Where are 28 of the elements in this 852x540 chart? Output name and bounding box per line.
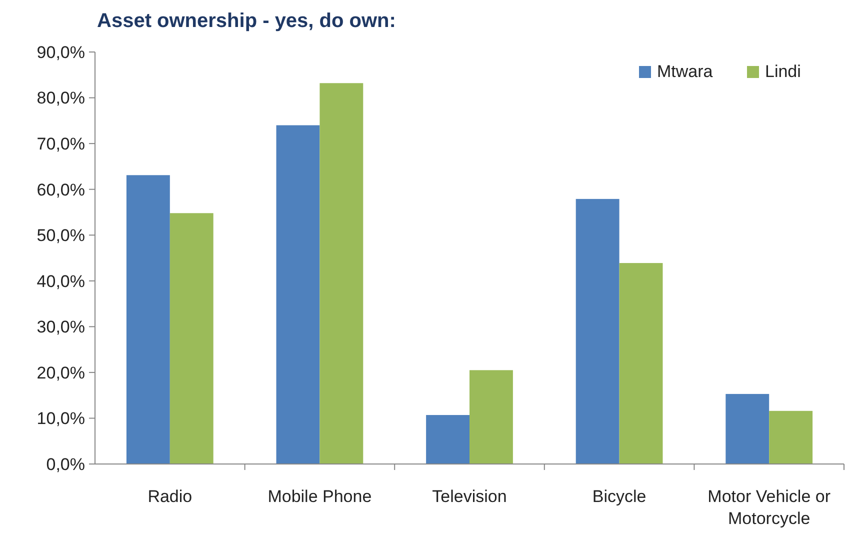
bar [320,83,364,464]
y-tick-label: 40,0% [36,272,85,291]
bar [726,394,770,464]
y-tick-label: 80,0% [36,88,85,108]
legend-label: Mtwara [657,62,714,81]
y-tick-label: 90,0% [36,42,85,62]
x-tick-label: Motor Vehicle or Motorcycle [708,487,831,528]
x-tick-label: Radio [148,487,192,506]
bar [769,410,813,464]
bar [126,175,170,464]
bar [576,198,620,464]
x-tick-label: Bicycle [592,487,646,506]
y-tick-label: 50,0% [36,226,85,246]
x-tick-label: Mobile Phone [268,487,372,506]
x-tick-label: Television [432,487,507,506]
y-tick-label: 10,0% [36,409,85,428]
bar [470,370,513,464]
y-tick-label: 0,0% [46,454,85,474]
y-tick-label: 30,0% [36,318,85,337]
chart-title: Asset ownership - yes, do own: [97,10,396,32]
bar [170,213,214,464]
legend-label: Lindi [765,62,801,81]
bar [276,125,320,464]
bar [619,263,663,464]
bar [426,415,470,464]
y-tick-label: 60,0% [36,180,85,200]
y-tick-label: 20,0% [36,363,85,382]
y-tick-label: 70,0% [36,134,85,154]
